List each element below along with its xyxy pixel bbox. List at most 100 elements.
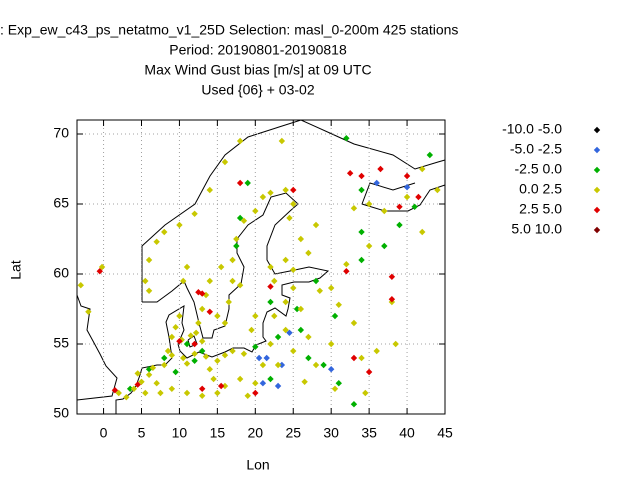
coast-baltic	[115, 192, 330, 414]
station-point	[267, 298, 274, 306]
station-point	[206, 366, 213, 373]
legend-marker	[593, 226, 601, 234]
station-point	[198, 392, 206, 399]
station-point	[350, 205, 358, 212]
station-point	[350, 319, 358, 327]
station-point	[206, 186, 213, 194]
station-point	[255, 354, 263, 362]
station-point	[252, 389, 259, 397]
station-point	[149, 364, 157, 371]
station-point	[168, 352, 176, 359]
x-tick-label: 35	[361, 425, 377, 441]
station-point	[290, 200, 297, 208]
legend-label: 2.5 5.0	[519, 201, 562, 217]
station-point	[210, 375, 217, 383]
station-point	[267, 340, 274, 348]
legend-label: 5.0 10.0	[511, 221, 562, 237]
legend-label: 0.0 2.5	[519, 181, 562, 197]
station-point	[426, 151, 434, 159]
station-point	[419, 228, 426, 236]
station-point	[278, 137, 286, 145]
y-axis-label: Lat	[8, 260, 24, 280]
station-point	[180, 277, 187, 285]
station-point	[403, 184, 411, 191]
station-point	[214, 357, 221, 364]
station-point	[252, 312, 259, 320]
station-point	[191, 350, 198, 357]
station-point	[331, 312, 339, 320]
station-point	[415, 193, 422, 201]
station-point	[161, 228, 168, 236]
station-point	[126, 385, 134, 392]
station-point	[373, 347, 380, 355]
legend-label: -10.0 -5.0	[502, 121, 562, 137]
y-tick-label: 55	[53, 335, 69, 351]
station-point	[240, 217, 248, 224]
station-point	[138, 378, 145, 385]
station-point	[267, 283, 274, 290]
legend-marker	[593, 126, 601, 134]
station-point	[164, 347, 172, 355]
station-point	[217, 263, 225, 271]
station-point	[274, 333, 282, 341]
station-point	[343, 261, 350, 268]
station-point	[290, 347, 297, 355]
station-point	[195, 289, 202, 296]
station-point	[419, 165, 426, 173]
station-point	[350, 354, 358, 362]
station-point	[221, 352, 229, 359]
x-tick-label: 45	[437, 425, 453, 441]
station-point	[153, 238, 160, 245]
title-line: Period: 20190801-20190818	[169, 42, 347, 58]
station-point	[286, 214, 293, 222]
station-point	[142, 277, 149, 285]
station-point	[145, 371, 153, 378]
station-point	[358, 256, 365, 264]
station-point	[286, 329, 293, 336]
station-point	[244, 179, 251, 187]
legend-marker	[593, 186, 601, 194]
x-tick-label: 25	[285, 425, 301, 441]
x-tick-label: 5	[138, 425, 146, 441]
station-point	[225, 298, 232, 306]
station-point	[217, 382, 225, 390]
station-point	[111, 387, 119, 394]
station-point	[240, 350, 248, 357]
station-point	[191, 340, 198, 348]
station-point	[392, 340, 399, 348]
station-point	[229, 277, 236, 285]
coastline	[76, 119, 446, 414]
station-point	[365, 242, 373, 250]
station-point	[236, 137, 244, 145]
legend-marker	[593, 206, 601, 214]
station-point	[396, 221, 403, 229]
station-point	[252, 343, 259, 350]
station-point	[183, 389, 191, 397]
station-point	[282, 326, 289, 334]
station-point	[267, 189, 274, 196]
station-point	[282, 256, 289, 264]
legend-marker	[593, 146, 601, 154]
station-point	[358, 228, 365, 236]
station-point	[187, 332, 195, 339]
y-tick-label: 60	[53, 265, 69, 281]
station-point	[343, 135, 350, 142]
station-point	[183, 340, 191, 348]
station-point	[365, 200, 373, 208]
station-point	[274, 382, 282, 390]
legend-label: -5.0 -2.5	[510, 141, 562, 157]
station-point	[77, 282, 84, 289]
station-point	[312, 221, 320, 229]
station-point	[176, 312, 183, 320]
station-point	[176, 221, 183, 229]
station-point	[96, 268, 103, 275]
station-point	[297, 235, 305, 243]
legend-marker	[593, 166, 601, 174]
station-point	[130, 385, 138, 392]
x-tick-label: 20	[248, 425, 264, 441]
station-point	[305, 354, 312, 362]
station-point	[198, 347, 206, 355]
station-point	[259, 380, 267, 387]
y-tick-label: 50	[53, 405, 69, 421]
